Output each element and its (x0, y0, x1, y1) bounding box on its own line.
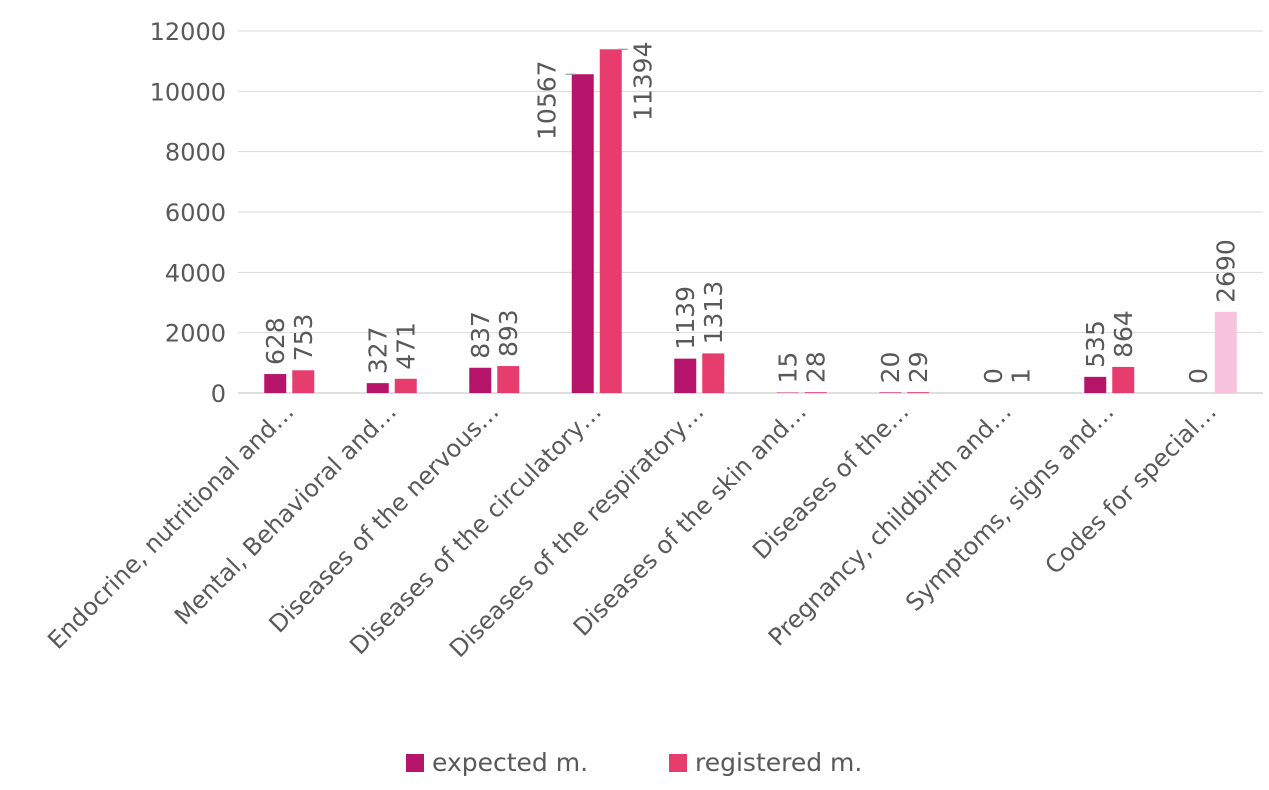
y-tick-label: 8000 (165, 139, 226, 167)
data-label: 10567 (533, 60, 562, 140)
data-label: 0 (1184, 368, 1213, 384)
legend-label: registered m. (695, 748, 862, 777)
y-tick-label: 12000 (150, 18, 226, 46)
data-label: 1139 (671, 286, 700, 350)
y-tick-label: 6000 (165, 199, 226, 227)
bar (674, 358, 697, 393)
legend-swatch (406, 754, 424, 772)
bar (264, 374, 287, 393)
bar (366, 383, 389, 393)
y-tick-label: 4000 (165, 259, 226, 287)
gridlines (238, 30, 1263, 394)
y-tick-label: 0 (211, 380, 226, 408)
data-label: 15 (774, 352, 803, 384)
legend-label: expected m. (432, 748, 588, 777)
data-label: 1 (1007, 368, 1036, 384)
data-label: 753 (289, 314, 318, 362)
bar (497, 366, 520, 393)
data-label: 327 (364, 326, 393, 374)
category-label: Codes for special… (1040, 397, 1222, 579)
data-label: 837 (466, 311, 495, 359)
bars (264, 49, 1237, 394)
data-label: 535 (1081, 320, 1110, 368)
data-label: 864 (1109, 310, 1138, 358)
data-label: 893 (494, 309, 523, 357)
y-tick-label: 2000 (165, 320, 226, 348)
category-label: Symptoms, signs and… (900, 397, 1119, 616)
data-label: 628 (261, 317, 290, 365)
data-label: 1313 (699, 281, 728, 345)
legend-swatch (669, 754, 687, 772)
bar (804, 392, 827, 393)
data-label: 2690 (1212, 239, 1241, 303)
data-label: 0 (979, 368, 1008, 384)
x-axis-category-labels: Endocrine, nutritional and…Mental, Behav… (42, 397, 1222, 663)
legend: expected m. registered m. (406, 748, 862, 777)
y-tick-label: 10000 (150, 78, 226, 106)
bar (1112, 366, 1135, 393)
bar (394, 378, 417, 393)
bar (292, 370, 315, 393)
bar (1084, 376, 1107, 393)
data-label: 28 (802, 351, 831, 383)
data-label: 11394 (629, 42, 658, 122)
y-axis-tick-labels: 0 2000 4000 6000 8000 10000 12000 (150, 18, 226, 408)
bar (599, 49, 622, 393)
bar (907, 392, 930, 393)
bar (879, 392, 902, 393)
data-label: 29 (904, 351, 933, 383)
bar (702, 353, 725, 393)
bar (1214, 311, 1237, 393)
data-label: 20 (876, 352, 905, 384)
data-labels: 628 753 327 471 837 893 10567 11394 1139 1313 15 28… (261, 42, 1241, 384)
data-label: 471 (392, 322, 421, 370)
bar (469, 367, 492, 393)
bar (571, 74, 594, 394)
